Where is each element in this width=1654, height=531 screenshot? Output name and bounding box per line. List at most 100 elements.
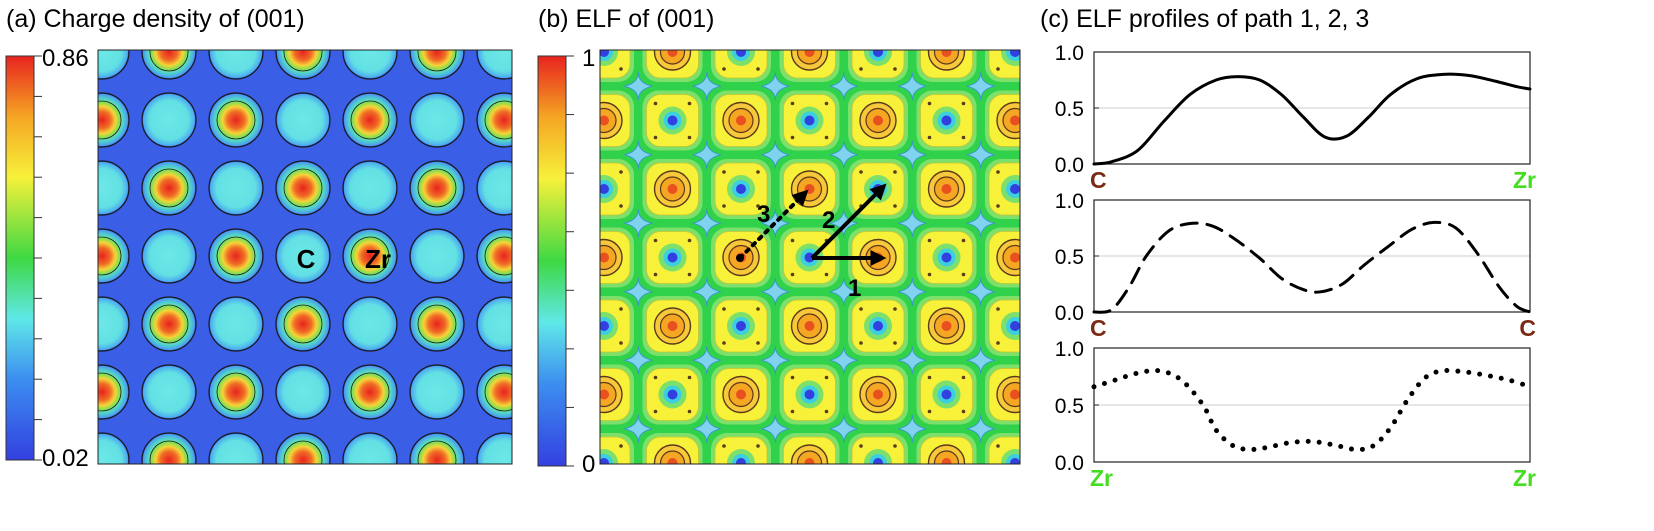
path-3-label: 3	[757, 201, 770, 228]
elf-interstitial-minimum	[829, 209, 858, 238]
elf-zr-site	[600, 90, 634, 151]
elf-c-site	[779, 364, 840, 425]
elf-interstitial-minimum	[966, 72, 995, 101]
zr-atom	[275, 432, 331, 464]
y-tick-label: 0.0	[1055, 452, 1084, 475]
path-2-line	[1092, 220, 1532, 314]
elf-c-site	[779, 90, 840, 151]
elf-c-site	[711, 50, 771, 82]
c-atom	[98, 432, 130, 464]
elf-c-site	[916, 227, 977, 288]
path-end-label: Zr	[1513, 465, 1536, 491]
y-tick-label: 0.5	[1055, 246, 1084, 269]
path-end-label: Zr	[1513, 167, 1536, 193]
elf-c-site	[642, 227, 703, 288]
elf-interstitial-minimum	[624, 346, 653, 375]
zr-atom	[476, 364, 512, 420]
elf-zr-site	[985, 227, 1020, 288]
elf-interstitial-minimum	[1035, 72, 1063, 100]
path-start-label: C	[1090, 167, 1107, 193]
elf-interstitial-minimum	[966, 277, 995, 306]
c-atom	[476, 296, 512, 352]
panel-b-colorbar: 1 0	[537, 45, 595, 478]
c-atom	[275, 92, 331, 148]
elf-c-site	[600, 50, 634, 82]
c-atom	[409, 92, 465, 148]
path-3-line	[1091, 367, 1533, 453]
y-tick-label: 0.0	[1055, 154, 1084, 177]
c-atom	[208, 160, 264, 216]
elf-interstitial-minimum	[898, 140, 927, 169]
c-atom	[141, 228, 197, 284]
elf-c-site	[916, 90, 977, 151]
zr-atom	[141, 296, 197, 352]
elf-interstitial-minimum	[967, 483, 995, 511]
c-atom	[98, 296, 130, 352]
elf-interstitial-minimum	[1035, 209, 1063, 237]
elf-zr-site	[779, 50, 840, 82]
colorbar-a-gradient	[5, 55, 35, 461]
elf-zr-site	[779, 433, 840, 464]
elf-c-site	[600, 296, 634, 356]
panel-a-title: (a) Charge density of (001)	[6, 5, 305, 33]
path-start-label: Zr	[1090, 465, 1113, 491]
c-atom	[141, 364, 197, 420]
c-atom	[98, 160, 130, 216]
elf-c-site	[848, 433, 908, 464]
elf-map	[600, 50, 1063, 511]
elf-profile-charts: 0.0 0.5 1.0 C Zr 0.0 0.5 1.0 C C 0.0 0.5 1.0 Zr Zr	[1055, 42, 1536, 491]
c-atom	[476, 432, 512, 464]
zr-atom	[409, 432, 465, 464]
elf-frame	[599, 49, 1021, 465]
path-1-line	[1092, 72, 1532, 166]
elf-zr-site	[985, 90, 1020, 151]
c-atom	[208, 432, 264, 464]
path-1-chart: 0.0 0.5 1.0 C Zr	[1055, 42, 1536, 193]
path-end-label: C	[1519, 315, 1536, 341]
c-atom	[342, 296, 398, 352]
c-atom	[275, 228, 331, 284]
elf-interstitial-minimum	[829, 414, 858, 443]
zr-atom	[208, 364, 264, 420]
elf-c-site	[779, 227, 840, 288]
elf-zr-site	[779, 296, 840, 356]
elf-c-site	[848, 50, 908, 82]
charge-density-frame	[97, 49, 513, 465]
zr-atom	[275, 50, 331, 80]
zr-atom	[208, 92, 264, 148]
elf-zr-site	[711, 90, 771, 151]
elf-zr-site	[600, 364, 634, 425]
elf-c-site	[600, 433, 634, 464]
c-atom	[476, 160, 512, 216]
elf-interstitial-minimum	[966, 414, 995, 443]
zr-atom	[342, 92, 398, 148]
elf-zr-site	[848, 364, 908, 425]
c-atom	[476, 50, 512, 80]
panel-b-title: (b) ELF of (001)	[538, 5, 714, 33]
c-atom	[208, 50, 264, 80]
elf-interstitial-minimum	[829, 72, 858, 101]
elf-interstitial-minimum	[624, 414, 653, 443]
colorbar-b-max-label: 1	[582, 45, 595, 72]
elf-c-site	[642, 90, 703, 151]
zr-atom	[275, 160, 331, 216]
elf-c-site	[848, 296, 908, 356]
elf-zr-site	[642, 159, 703, 219]
colorbar-b-ticks	[566, 55, 574, 467]
panel-a: (a) Charge density of (001) 0.86 0.02 C …	[5, 5, 513, 472]
elf-interstitial-minimum	[1035, 415, 1063, 443]
elf-interstitial-minimum	[966, 209, 995, 238]
zr-atom	[409, 160, 465, 216]
c-atom	[409, 364, 465, 420]
zr-atom	[409, 296, 465, 352]
elf-c-site	[711, 159, 771, 219]
path-3-arrow	[738, 189, 809, 260]
atom-label-c: C	[297, 244, 316, 274]
elf-interstitial-minimum	[692, 414, 721, 443]
elf-zr-site	[916, 433, 977, 464]
elf-c-site	[985, 433, 1020, 464]
y-tick-label: 1.0	[1055, 338, 1084, 361]
elf-c-site	[985, 50, 1020, 82]
elf-interstitial-minimum	[692, 72, 721, 101]
